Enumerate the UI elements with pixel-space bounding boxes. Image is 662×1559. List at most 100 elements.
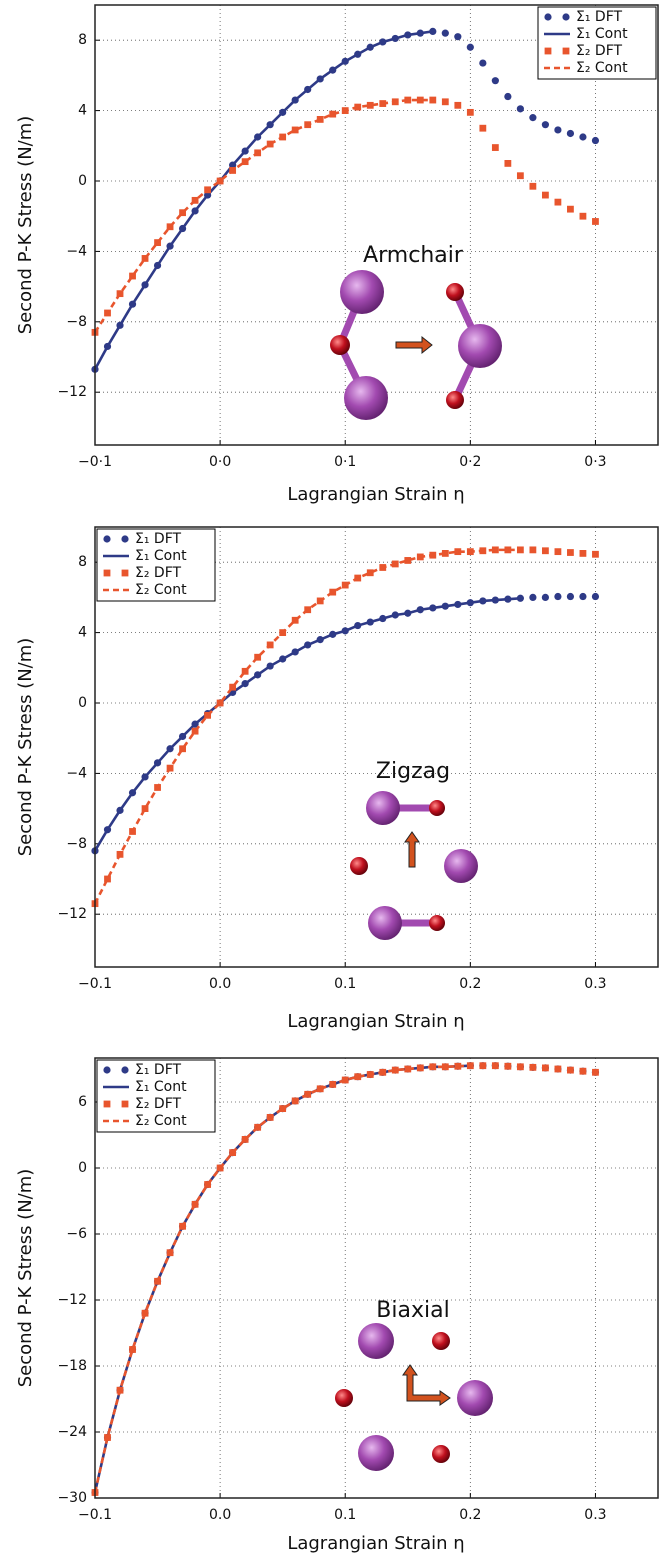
point bbox=[579, 1067, 587, 1075]
point bbox=[592, 218, 599, 225]
point bbox=[544, 13, 552, 21]
x-tick-label: 0·1 bbox=[334, 454, 356, 470]
point bbox=[104, 875, 111, 883]
point bbox=[591, 136, 600, 145]
point bbox=[566, 129, 575, 138]
point bbox=[329, 110, 337, 118]
point bbox=[567, 1066, 574, 1074]
point bbox=[129, 272, 136, 280]
point bbox=[279, 1105, 287, 1112]
y-tick-label: 8 bbox=[78, 554, 87, 570]
point bbox=[441, 1063, 449, 1071]
point bbox=[544, 47, 552, 55]
x-axis-title: Lagrangian Strain η bbox=[287, 484, 464, 505]
armchair-illustration bbox=[330, 270, 502, 420]
y-tick-label: 6 bbox=[78, 1094, 87, 1110]
y-tick-label: 0 bbox=[78, 695, 87, 711]
point bbox=[441, 98, 449, 106]
point bbox=[591, 592, 600, 601]
biaxial-illustration bbox=[335, 1323, 493, 1471]
point bbox=[341, 1076, 349, 1084]
y-tick-label: −12 bbox=[57, 1292, 87, 1308]
point bbox=[466, 108, 474, 116]
point bbox=[291, 616, 299, 624]
point bbox=[516, 1063, 524, 1071]
y-tick-label: 4 bbox=[78, 625, 87, 641]
point bbox=[191, 1200, 199, 1208]
x-tick-label: 0.3 bbox=[584, 976, 606, 992]
point bbox=[141, 255, 149, 262]
legend-label: Σ₂ DFT bbox=[135, 565, 181, 581]
point bbox=[554, 592, 562, 601]
point bbox=[491, 144, 499, 151]
point bbox=[229, 683, 237, 691]
point bbox=[241, 1136, 249, 1143]
point bbox=[541, 593, 550, 601]
legend-label: Σ₁ DFT bbox=[135, 1062, 181, 1078]
point bbox=[491, 1062, 499, 1070]
point bbox=[216, 699, 224, 707]
x-tick-label: 0.2 bbox=[459, 976, 481, 992]
point bbox=[104, 1434, 111, 1441]
point bbox=[441, 550, 449, 557]
annotation: Biaxial bbox=[376, 1298, 449, 1323]
legend-label: Σ₂ Cont bbox=[576, 60, 628, 76]
point bbox=[542, 547, 549, 555]
point bbox=[529, 1063, 537, 1071]
point bbox=[241, 667, 249, 675]
y-tick-label: −8 bbox=[66, 836, 87, 852]
point bbox=[554, 548, 562, 556]
point bbox=[504, 160, 512, 167]
point bbox=[141, 805, 149, 812]
x-tick-label: 0.2 bbox=[459, 1507, 481, 1523]
point bbox=[179, 209, 186, 217]
point bbox=[129, 1346, 136, 1353]
point bbox=[592, 1068, 599, 1076]
point bbox=[554, 126, 562, 134]
point bbox=[291, 126, 299, 134]
point bbox=[541, 121, 550, 129]
series-line bbox=[93, 30, 433, 370]
point bbox=[154, 239, 161, 246]
point bbox=[103, 535, 111, 543]
plot bbox=[91, 526, 659, 968]
point bbox=[479, 1062, 487, 1070]
y-tick-label: −12 bbox=[57, 906, 87, 922]
point bbox=[266, 140, 274, 148]
x-tick-label: 0.1 bbox=[334, 976, 356, 992]
point bbox=[566, 592, 575, 601]
y-axis-title: Second P-K Stress (N/m) bbox=[15, 116, 36, 335]
series-line bbox=[93, 548, 521, 905]
point bbox=[121, 1066, 129, 1074]
point bbox=[542, 191, 549, 199]
point bbox=[504, 92, 512, 101]
point bbox=[191, 727, 199, 735]
x-tick-label: −0.1 bbox=[78, 976, 112, 992]
point bbox=[554, 198, 562, 206]
point bbox=[191, 196, 199, 204]
x-tick-label: 0.0 bbox=[209, 976, 231, 992]
point bbox=[562, 47, 570, 55]
point bbox=[529, 182, 537, 190]
series-line bbox=[93, 1064, 471, 1493]
legend-label: Σ₁ Cont bbox=[135, 1079, 187, 1095]
y-tick-label: 4 bbox=[78, 103, 87, 119]
y-axis-title: Second P-K Stress (N/m) bbox=[15, 1169, 36, 1388]
point bbox=[121, 535, 129, 543]
armchair-chart: Armchair Lagrangian Strain η Second P-K … bbox=[15, 4, 659, 505]
y-tick-label: −24 bbox=[57, 1424, 87, 1440]
point bbox=[579, 592, 587, 601]
x-tick-label: 0·2 bbox=[459, 454, 481, 470]
point bbox=[567, 549, 574, 556]
zigzag-chart: Zigzag Lagrangian Strain η Second P-K St… bbox=[15, 526, 659, 1032]
point bbox=[103, 569, 111, 577]
series-line bbox=[93, 596, 521, 852]
plot bbox=[91, 4, 659, 446]
y-tick-label: −12 bbox=[57, 384, 87, 400]
point bbox=[529, 546, 537, 554]
point bbox=[179, 745, 186, 753]
annotation: Armchair bbox=[363, 243, 464, 268]
point bbox=[103, 1066, 111, 1074]
